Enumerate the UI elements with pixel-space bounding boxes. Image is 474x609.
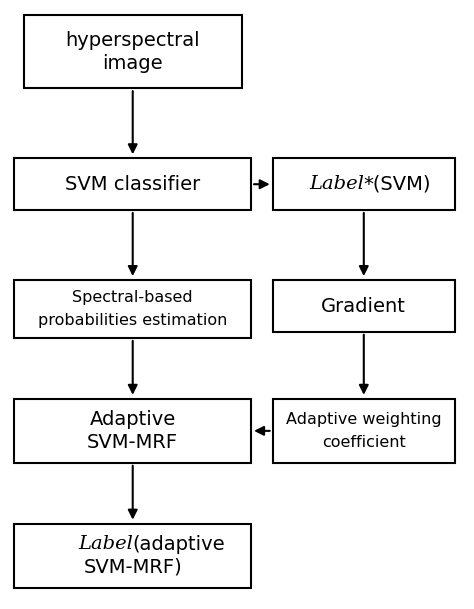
FancyBboxPatch shape [273, 280, 455, 332]
FancyBboxPatch shape [273, 399, 455, 463]
Text: SVM-MRF): SVM-MRF) [83, 558, 182, 577]
FancyBboxPatch shape [14, 399, 251, 463]
Text: Spectral-based: Spectral-based [73, 290, 193, 305]
FancyBboxPatch shape [14, 524, 251, 588]
Text: Adaptive: Adaptive [90, 410, 176, 429]
Text: Gradient: Gradient [321, 297, 406, 315]
Text: Adaptive weighting: Adaptive weighting [286, 412, 442, 427]
Text: coefficient: coefficient [322, 435, 406, 450]
FancyBboxPatch shape [14, 158, 251, 210]
Text: Label: Label [309, 175, 364, 193]
Text: *(SVM): *(SVM) [364, 175, 431, 194]
Text: SVM-MRF: SVM-MRF [87, 433, 178, 452]
Text: (adaptive: (adaptive [133, 535, 225, 554]
Text: Label: Label [78, 535, 133, 553]
FancyBboxPatch shape [24, 15, 242, 88]
FancyBboxPatch shape [273, 158, 455, 210]
FancyBboxPatch shape [14, 280, 251, 338]
Text: hyperspectral: hyperspectral [65, 30, 200, 50]
Text: probabilities estimation: probabilities estimation [38, 313, 228, 328]
Text: SVM classifier: SVM classifier [65, 175, 201, 194]
Text: image: image [102, 54, 163, 73]
